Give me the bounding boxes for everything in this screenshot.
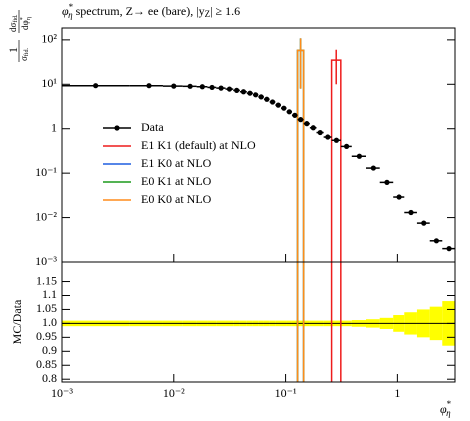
ratio-y-tick-label: 0.8 — [42, 371, 57, 385]
y-label-part: η — [26, 17, 32, 20]
x-tick-label: 10⁻² — [163, 386, 185, 400]
ratio-plot — [62, 262, 455, 382]
x-tick-label: 1 — [394, 386, 400, 400]
data-point — [384, 179, 390, 185]
data-point — [226, 86, 233, 92]
legend-label: E0 K1 at NLO — [141, 174, 212, 188]
ratio-y-label: MC/Data — [10, 299, 24, 344]
y-tick-label: 10¹ — [41, 76, 57, 90]
legend-label: Data — [141, 120, 164, 134]
y-tick-label: 10⁻² — [35, 209, 57, 223]
title-part: Z — [205, 9, 211, 19]
data-point — [253, 92, 259, 98]
title-part: η — [68, 10, 73, 20]
data-point — [275, 102, 281, 108]
y-tick-label: 10⁻¹ — [35, 165, 57, 179]
data-point — [218, 85, 224, 91]
data-point — [396, 194, 402, 200]
ratio-y-tick-label: 1.1 — [42, 287, 57, 301]
data-point — [258, 94, 264, 100]
legend-swatch — [114, 125, 120, 131]
ratio-y-tick-label: 0.9 — [42, 343, 57, 357]
data-point — [298, 117, 304, 123]
data-point — [240, 89, 247, 95]
ratio-frame — [61, 261, 456, 383]
data-point — [344, 143, 350, 150]
legend-label: E0 K0 at NLO — [141, 192, 212, 206]
ratio-y-tick-label: 1.05 — [36, 301, 57, 315]
y-label-part: dσfid. — [8, 14, 19, 32]
data-point — [281, 105, 287, 111]
y-tick-label: 10² — [41, 32, 57, 46]
x-label-part: η — [446, 408, 451, 418]
data-point — [146, 83, 152, 89]
ratio-y-tick-label: 1.0 — [42, 315, 57, 329]
y-tick-label: 1 — [51, 120, 57, 134]
y-label-part: dφ*η — [20, 17, 32, 30]
data-point — [247, 90, 253, 96]
data-point — [446, 246, 452, 252]
y-label-part: 1 — [6, 47, 20, 53]
ratio-y-tick-label: 1.15 — [36, 273, 57, 287]
chart-title: φ* η spectrum, Z→ ee (bare), |yZ| ≥ 1.6 — [62, 2, 240, 20]
x-tick-label: 10⁻¹ — [275, 386, 297, 400]
data-point — [199, 84, 205, 90]
data-point — [317, 129, 323, 136]
y-label-part: σfid. — [19, 47, 30, 61]
title-part: spectrum, Z→ ee (bare), |y — [73, 4, 205, 18]
legend-label: E1 K0 at NLO — [141, 156, 212, 170]
data-point — [325, 134, 331, 140]
data-point — [333, 137, 340, 143]
data-point — [234, 87, 240, 93]
axes: 10⁻³ 10⁻² 10⁻¹ 110⁻³10⁻²10⁻¹110¹10²0.80.850… — [35, 32, 455, 400]
data-point — [93, 83, 99, 89]
y-label-part: fid. — [23, 47, 30, 56]
ratio-y-tick-label: 0.85 — [36, 357, 57, 371]
data-point — [286, 109, 292, 115]
data-point — [171, 83, 177, 89]
y-label-part: * — [20, 17, 26, 20]
data-point — [269, 99, 276, 105]
title-part: * — [69, 2, 74, 12]
x-tick-label: 10⁻³ — [51, 386, 73, 400]
main-plot — [62, 38, 455, 262]
x-label-part: φ — [440, 402, 447, 416]
data-point — [310, 125, 316, 131]
y-label-part: dσ — [8, 23, 18, 33]
y-label-part: dφ — [20, 20, 30, 30]
data-point — [292, 112, 298, 118]
data-point — [304, 121, 310, 127]
legend-label: E1 K1 (default) at NLO — [141, 138, 256, 152]
y-axis-label: 1 σfid. dσfid. dφ*η — [6, 10, 32, 62]
data-point — [264, 96, 270, 102]
data-point — [370, 165, 376, 171]
data-point — [408, 209, 414, 216]
data-point — [421, 220, 427, 226]
x-label-part: * — [447, 399, 452, 409]
data-point — [209, 84, 215, 91]
x-axis-label: φ* η — [440, 399, 452, 418]
title-part: | ≥ 1.6 — [210, 4, 240, 18]
mc-bin — [330, 59, 342, 262]
data-point — [433, 238, 440, 244]
ratio-y-tick-label: 0.95 — [36, 329, 57, 343]
data-point — [187, 83, 193, 89]
title-part: φ — [62, 4, 69, 18]
y-label-part: σ — [19, 56, 29, 61]
data-point — [356, 153, 363, 159]
main-frame — [61, 27, 456, 263]
y-label-part: fid. — [12, 14, 19, 23]
y-tick-label: 10⁻³ — [35, 254, 57, 268]
